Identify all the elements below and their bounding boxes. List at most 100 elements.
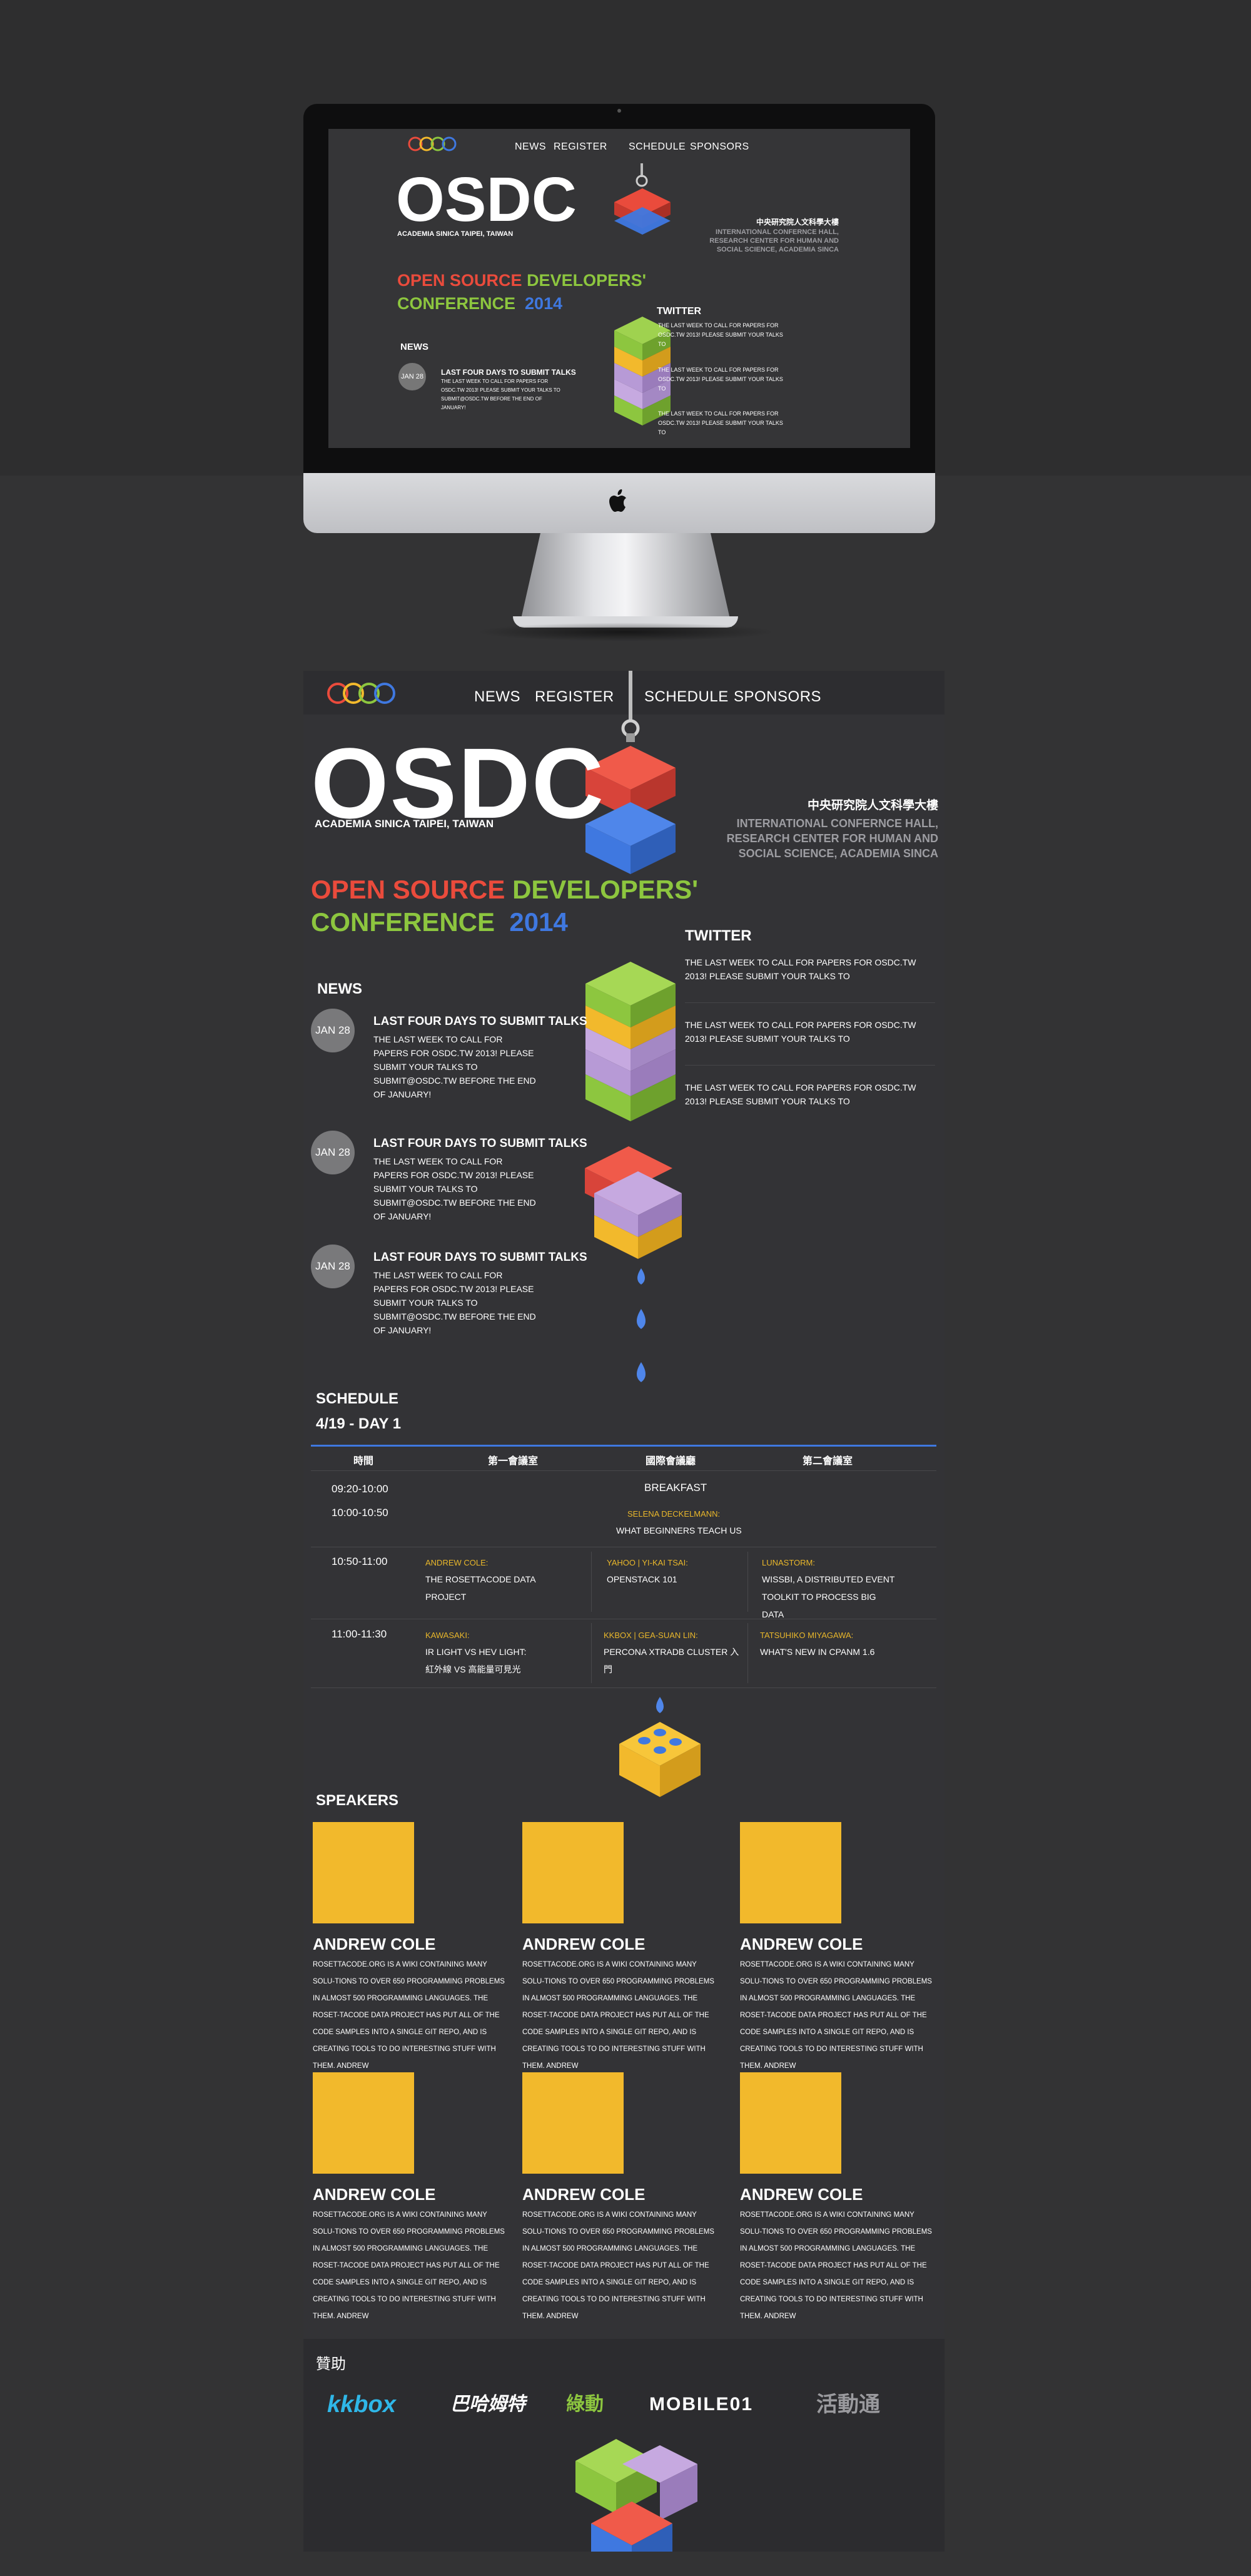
mini-venue-en: INTERNATIONAL CONFERNCE HALL, RESEARCH C… — [709, 228, 839, 253]
tweet-divider — [685, 1065, 935, 1066]
sponsor-bahamut-logo[interactable]: 巴哈姆特 — [450, 2394, 525, 2415]
speaker-card[interactable]: ANDREW COLE ROSETTACODE.ORG IS A WIKI CO… — [740, 2072, 946, 2320]
speaker-name[interactable]: ANDREW COLE — [522, 2185, 646, 2204]
speaker-card[interactable]: ANDREW COLE ROSETTACODE.ORG IS A WIKI CO… — [313, 1822, 519, 2070]
tweet: THE LAST WEEK TO CALL FOR PAPERS FOR OSD… — [685, 1020, 916, 1044]
tweet-divider — [685, 1002, 935, 1003]
mini-tweet: THE LAST WEEK TO CALL FOR PAPERS FOR OSD… — [658, 322, 783, 347]
schedule-talk-title[interactable]: OPENSTACK 101 — [607, 1574, 677, 1584]
nav-register[interactable]: REGISTER — [535, 688, 614, 705]
tweet: THE LAST WEEK TO CALL FOR PAPERS FOR OSD… — [685, 1082, 916, 1106]
news-title-link[interactable]: LAST FOUR DAYS TO SUBMIT TALKS — [373, 1137, 587, 1150]
conf-conference: CONFERENCE — [311, 907, 495, 937]
schedule-row-divider — [311, 1470, 936, 1471]
mini-twitter-heading: TWITTER — [657, 306, 702, 317]
schedule-speaker[interactable]: YAHOO | YI-KAI TSAI: — [607, 1558, 688, 1567]
sponsor-section: 贊助 kkbox 巴哈姆特 綠動 MOBILE01 活動通 — [303, 2339, 945, 2552]
schedule-speaker[interactable]: ANDREW COLE: — [425, 1558, 489, 1567]
nav-sponsors[interactable]: SPONSORS — [734, 688, 822, 705]
osdc-logo-small-icon[interactable] — [407, 135, 460, 153]
monitor-stand — [519, 533, 732, 627]
conf-title-line-2: CONFERENCE 2014 — [311, 907, 568, 937]
sponsor-accupass-logo[interactable]: 活動通 — [816, 2393, 880, 2416]
schedule-talk-title[interactable]: PERCONA XTRADB CLUSTER 入門 — [604, 1647, 739, 1674]
speaker-photo — [522, 1822, 624, 1923]
news-body: THE LAST WEEK TO CALL FOR PAPERS FOR OSD… — [373, 1156, 536, 1221]
news-item: JAN 28 LAST FOUR DAYS TO SUBMIT TALKS TH… — [311, 1245, 587, 1351]
speaker-name[interactable]: ANDREW COLE — [522, 1935, 646, 1953]
schedule-speaker[interactable]: LUNASTORM: — [762, 1558, 815, 1567]
mini-conf-year: 2014 — [525, 294, 563, 313]
speaker-name[interactable]: ANDREW COLE — [740, 1935, 863, 1953]
speaker-card[interactable]: ANDREW COLE ROSETTACODE.ORG IS A WIKI CO… — [522, 1822, 729, 2070]
news-heading: NEWS — [317, 980, 362, 997]
speaker-photo — [740, 1822, 841, 1923]
speaker-bio: ROSETTACODE.ORG IS A WIKI CONTAINING MAN… — [313, 2211, 505, 2320]
monitor-chin — [303, 473, 935, 533]
mini-nav-register[interactable]: REGISTER — [554, 141, 607, 152]
speaker-name[interactable]: ANDREW COLE — [313, 2185, 436, 2204]
mini-news-title[interactable]: LAST FOUR DAYS TO SUBMIT TALKS — [441, 368, 576, 377]
speaker-photo — [740, 2072, 841, 2174]
speaker-card[interactable]: ANDREW COLE ROSETTACODE.ORG IS A WIKI CO… — [740, 1822, 946, 2070]
news-date-badge: JAN 28 — [311, 1009, 355, 1052]
mini-conf-conference: CONFERENCE — [397, 294, 516, 313]
schedule-col-time: 時間 — [353, 1456, 374, 1467]
yellow-brick-icon — [619, 1697, 701, 1797]
news-body: THE LAST WEEK TO CALL FOR PAPERS FOR OSD… — [373, 1270, 536, 1335]
schedule-col-hall: 國際會議廳 — [646, 1456, 696, 1467]
venue-cn: 中央研究院人文科學大樓 — [807, 799, 938, 812]
schedule-talk-title[interactable]: IR LIGHT VS HEV LIGHT: 紅外線 VS 高能量可見光 — [425, 1647, 527, 1674]
schedule-day[interactable]: 4/19 - DAY 1 — [316, 1415, 402, 1432]
schedule-accent-line — [311, 1445, 936, 1447]
speaker-bio: ROSETTACODE.ORG IS A WIKI CONTAINING MAN… — [522, 2211, 714, 2320]
sponsor-green-logo[interactable]: 綠動 — [566, 2394, 604, 2415]
sponsor-kkbox-logo[interactable]: kkbox — [327, 2391, 396, 2418]
speaker-card[interactable]: ANDREW COLE ROSETTACODE.ORG IS A WIKI CO… — [522, 2072, 729, 2320]
nav-schedule[interactable]: SCHEDULE — [644, 688, 729, 705]
mini-conf-open-source: OPEN SOURCE — [397, 271, 522, 290]
speaker-bio: ROSETTACODE.ORG IS A WIKI CONTAINING MAN… — [740, 1961, 932, 2070]
news-title-link[interactable]: LAST FOUR DAYS TO SUBMIT TALKS — [373, 1015, 587, 1028]
speaker-name[interactable]: ANDREW COLE — [740, 2185, 863, 2204]
schedule-speaker[interactable]: SELENA DECKELMANN: — [627, 1509, 721, 1519]
schedule-time: 11:00-11:30 — [332, 1628, 387, 1640]
imac-mockup: NEWS REGISTER SCHEDULE SPONSORS OSDC ACA… — [303, 104, 935, 533]
schedule-col-room1: 第一會議室 — [488, 1456, 539, 1467]
footer-brick-stack-icon — [575, 2439, 697, 2552]
schedule-col-divider — [747, 1552, 748, 1612]
news-date-badge: JAN 28 — [311, 1245, 355, 1288]
schedule-time: 10:00-10:50 — [332, 1507, 388, 1519]
mini-tweet: THE LAST WEEK TO CALL FOR PAPERS FOR OSD… — [658, 367, 783, 392]
nav-news[interactable]: NEWS — [474, 688, 520, 705]
mini-venue-cn: 中央研究院人文科學大樓 — [756, 218, 839, 227]
mini-hero-subtitle: ACADEMIA SINICA TAIPEI, TAIWAN — [397, 230, 514, 238]
schedule-col-divider — [591, 1623, 592, 1683]
mini-nav-schedule[interactable]: SCHEDULE — [629, 141, 686, 152]
schedule-time: 10:50-11:00 — [332, 1555, 388, 1567]
mini-conf-title-1: OPEN SOURCE DEVELOPERS' — [397, 271, 646, 290]
mini-brick-stack-bottom-icon — [614, 317, 671, 425]
hero-title: OSDC — [311, 727, 605, 839]
speaker-bio: ROSETTACODE.ORG IS A WIKI CONTAINING MAN… — [522, 1961, 714, 2070]
navbar: NEWS REGISTER SCHEDULE SPONSORS — [303, 671, 945, 715]
speaker-bio: ROSETTACODE.ORG IS A WIKI CONTAINING MAN… — [313, 1961, 505, 2070]
mini-news-heading: NEWS — [400, 342, 428, 352]
schedule-breakfast: BREAKFAST — [644, 1482, 707, 1494]
schedule-speaker[interactable]: KKBOX | GEA-SUAN LIN: — [604, 1631, 698, 1640]
speaker-card[interactable]: ANDREW COLE ROSETTACODE.ORG IS A WIKI CO… — [313, 2072, 519, 2320]
mini-nav-news[interactable]: NEWS — [515, 141, 546, 152]
schedule-talk-title[interactable]: THE ROSETTACODE DATA PROJECT — [425, 1574, 535, 1602]
schedule-talk-title[interactable]: WISSBI, A DISTRIBUTED EVENT TOOLKIT TO P… — [762, 1574, 895, 1619]
speaker-name[interactable]: ANDREW COLE — [313, 1935, 436, 1953]
schedule-time: 09:20-10:00 — [332, 1483, 388, 1495]
osdc-logo-icon[interactable] — [325, 680, 400, 707]
schedule-speaker[interactable]: TATSUHIKO MIYAGAWA: — [760, 1631, 854, 1640]
mini-nav-sponsors[interactable]: SPONSORS — [690, 141, 749, 152]
news-title-link[interactable]: LAST FOUR DAYS TO SUBMIT TALKS — [373, 1251, 587, 1264]
schedule-talk-title[interactable]: WHAT'S NEW IN CPANM 1.6 — [760, 1647, 875, 1657]
speaker-photo — [522, 2072, 624, 2174]
sponsor-mobile01-logo[interactable]: MOBILE01 — [649, 2394, 754, 2415]
schedule-talk-title[interactable]: WHAT BEGINNERS TEACH US — [616, 1525, 742, 1535]
schedule-speaker[interactable]: KAWASAKI: — [425, 1631, 470, 1640]
